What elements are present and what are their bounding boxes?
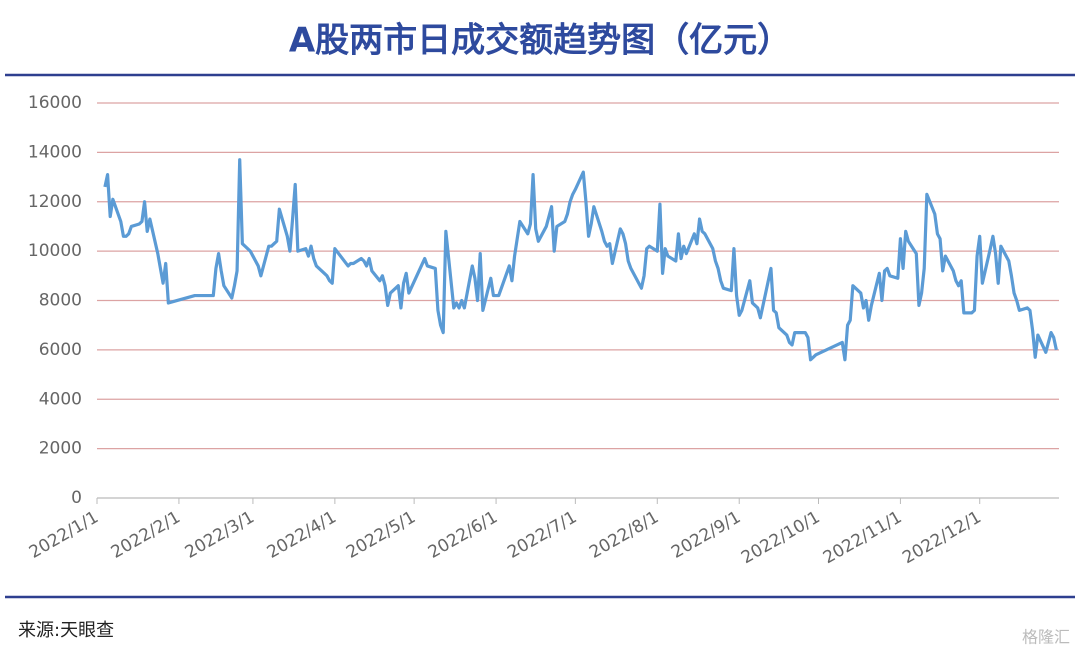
x-tick-label: 2022/6/1 <box>425 507 501 563</box>
y-tick-label: 2000 <box>39 439 82 459</box>
y-tick-label: 6000 <box>39 340 82 360</box>
x-tick-label: 2022/1/1 <box>26 507 102 563</box>
y-tick-label: 4000 <box>39 389 82 409</box>
y-tick-label: 14000 <box>28 142 82 162</box>
x-tick-label: 2022/12/1 <box>899 507 984 568</box>
x-tick-label: 2022/2/1 <box>108 507 184 563</box>
y-tick-label: 0 <box>71 488 82 508</box>
x-tick-label: 2022/7/1 <box>504 507 580 563</box>
source: 来源:天眼查 <box>18 620 114 641</box>
y-tick-label: 10000 <box>28 241 82 261</box>
chart-title: A股两市日成交额趋势图（亿元） <box>289 21 791 61</box>
y-tick-label: 8000 <box>39 291 82 311</box>
y-tick-label: 16000 <box>28 93 82 113</box>
x-tick-label: 2022/8/1 <box>586 507 662 563</box>
x-tick-label: 2022/5/1 <box>343 507 419 563</box>
x-tick-label: 2022/9/1 <box>668 507 744 563</box>
x-tick-label: 2022/4/1 <box>264 507 340 563</box>
x-tick-label: 2022/3/1 <box>182 507 258 563</box>
x-tick-label: 2022/10/1 <box>738 507 823 568</box>
x-tick-label: 2022/11/1 <box>820 507 905 568</box>
y-tick-label: 12000 <box>28 192 82 212</box>
data-line <box>103 158 1058 362</box>
watermark: 格隆汇 <box>1022 628 1070 647</box>
